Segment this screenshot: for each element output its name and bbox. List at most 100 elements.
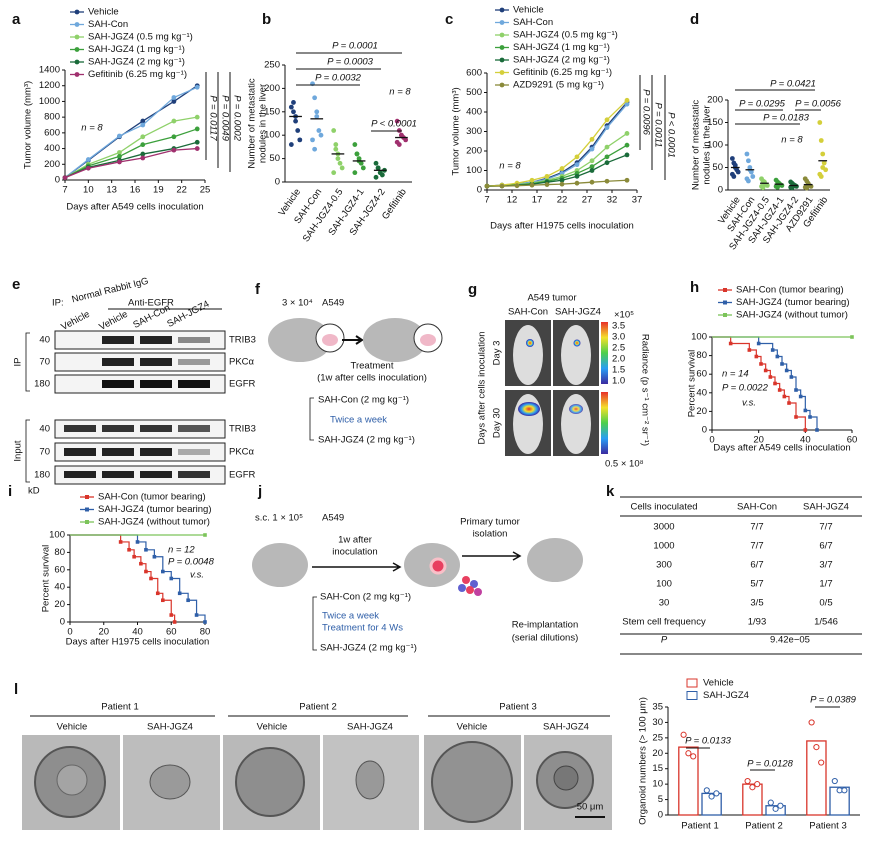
data-point [544,182,550,187]
bar [678,746,699,816]
survival-curve [70,534,176,622]
imaging-title: A549 tumor [527,293,576,304]
y-tick-label: 200 [44,159,60,170]
data-point [140,122,146,128]
scale-tick: 2.0 [612,354,625,365]
data-point [808,719,815,726]
annotation: P = 0.0032 [315,73,362,84]
censor-mark [161,598,165,603]
data-point [171,99,177,104]
x-tick-label: 20 [98,627,109,638]
liver [420,334,436,346]
annotation: P = 0.0002 [231,95,242,142]
censor-mark [747,348,752,352]
condition: Vehicle [457,722,488,733]
censor-mark [152,554,157,559]
data-point [484,183,490,189]
legend-label: SAH-JGZ4 (2 mg kg⁻¹) [513,55,610,66]
table-cell: 7/7 [750,541,763,552]
data-point [624,101,630,107]
data-point [574,162,580,168]
marker: 180 [34,470,50,481]
table-header: SAH-JGZ4 [803,502,849,513]
data-point [62,175,68,181]
data-point [331,128,337,133]
data-point [589,146,595,152]
data-point [140,118,146,124]
condition: SAH-JGZ4 [347,722,393,733]
data-point [624,97,630,103]
y-tick-label: 0 [275,177,280,188]
censor-mark [754,354,759,359]
y-tick-label: 50 [269,153,280,164]
data-point [194,126,200,132]
legend-label: SAH-JGZ4 (2 mg kg⁻¹) [88,57,185,68]
x-tick-label: 12 [507,195,518,206]
annotation: P = 0.0011 [652,102,663,147]
data-point [604,117,610,123]
data-point [316,128,322,133]
control-arm: SAH-Con (2 mg kg⁻¹) [320,592,411,603]
censor-mark [728,341,733,346]
annotation: v.s. [742,398,756,409]
censor-mark [803,428,808,432]
legend-label: AZD9291 (5 mg kg⁻¹) [513,80,604,91]
data-point [746,178,751,184]
data-point [117,159,122,165]
censor-mark [203,620,207,624]
y-axis-label: Percent survival [41,545,52,613]
table-cell: 3000 [653,522,674,533]
annotation: P = 0.0001 [332,41,378,52]
x-tick-label: 32 [607,195,618,206]
data-point [804,185,810,191]
data-point [680,731,687,738]
data-point [574,154,580,160]
panel-letter: a [12,11,21,28]
y-tick-label: 600 [466,68,482,79]
legend-marker [723,313,727,317]
censor-mark [169,576,174,581]
data-point [375,165,381,171]
y-axis-label: Tumor volume (mm³) [23,81,34,169]
x-axis-label: Days after A549 cells inoculation [66,202,203,213]
scale-tick: 1.5 [612,365,625,376]
data-point [589,168,595,173]
censor-mark [169,613,174,617]
x-tick-label: 17 [532,195,543,206]
marker: 40 [39,335,50,346]
y-tick-label: 100 [691,332,707,343]
data-point [749,784,756,791]
censor-mark [759,362,763,366]
legend-marker [85,507,89,512]
legend-marker [74,9,80,15]
reimplant: Re-implantation [512,620,579,631]
censor-mark [127,547,131,552]
data-point [171,134,177,140]
legend-label: SAH-JGZ4 [703,690,749,701]
treatment: Treatment [351,361,394,372]
mouse [252,543,308,587]
data-point [117,150,122,155]
data-point [314,114,320,119]
legend-marker [499,82,505,88]
signal [573,339,581,347]
censor-mark [172,620,177,624]
table-header: SAH-Con [737,502,777,513]
legend-marker [723,300,727,305]
legend-marker [74,72,80,77]
data-point [624,177,630,183]
data-point [841,787,848,794]
data-point [754,781,761,788]
mouse [561,325,591,385]
data-point [729,156,735,161]
legend-marker [499,45,505,50]
signal [518,402,540,416]
control-arm: SAH-Con (2 mg kg⁻¹) [318,395,409,406]
data-point [777,802,784,809]
censor-mark [194,613,199,617]
annotation: P = 0.0421 [770,79,816,90]
scale-bar-label: 50 μm [577,802,604,813]
data-point [85,165,91,171]
annotation: P = 0.0049 [219,95,230,142]
table-cell: 0/5 [819,598,832,609]
